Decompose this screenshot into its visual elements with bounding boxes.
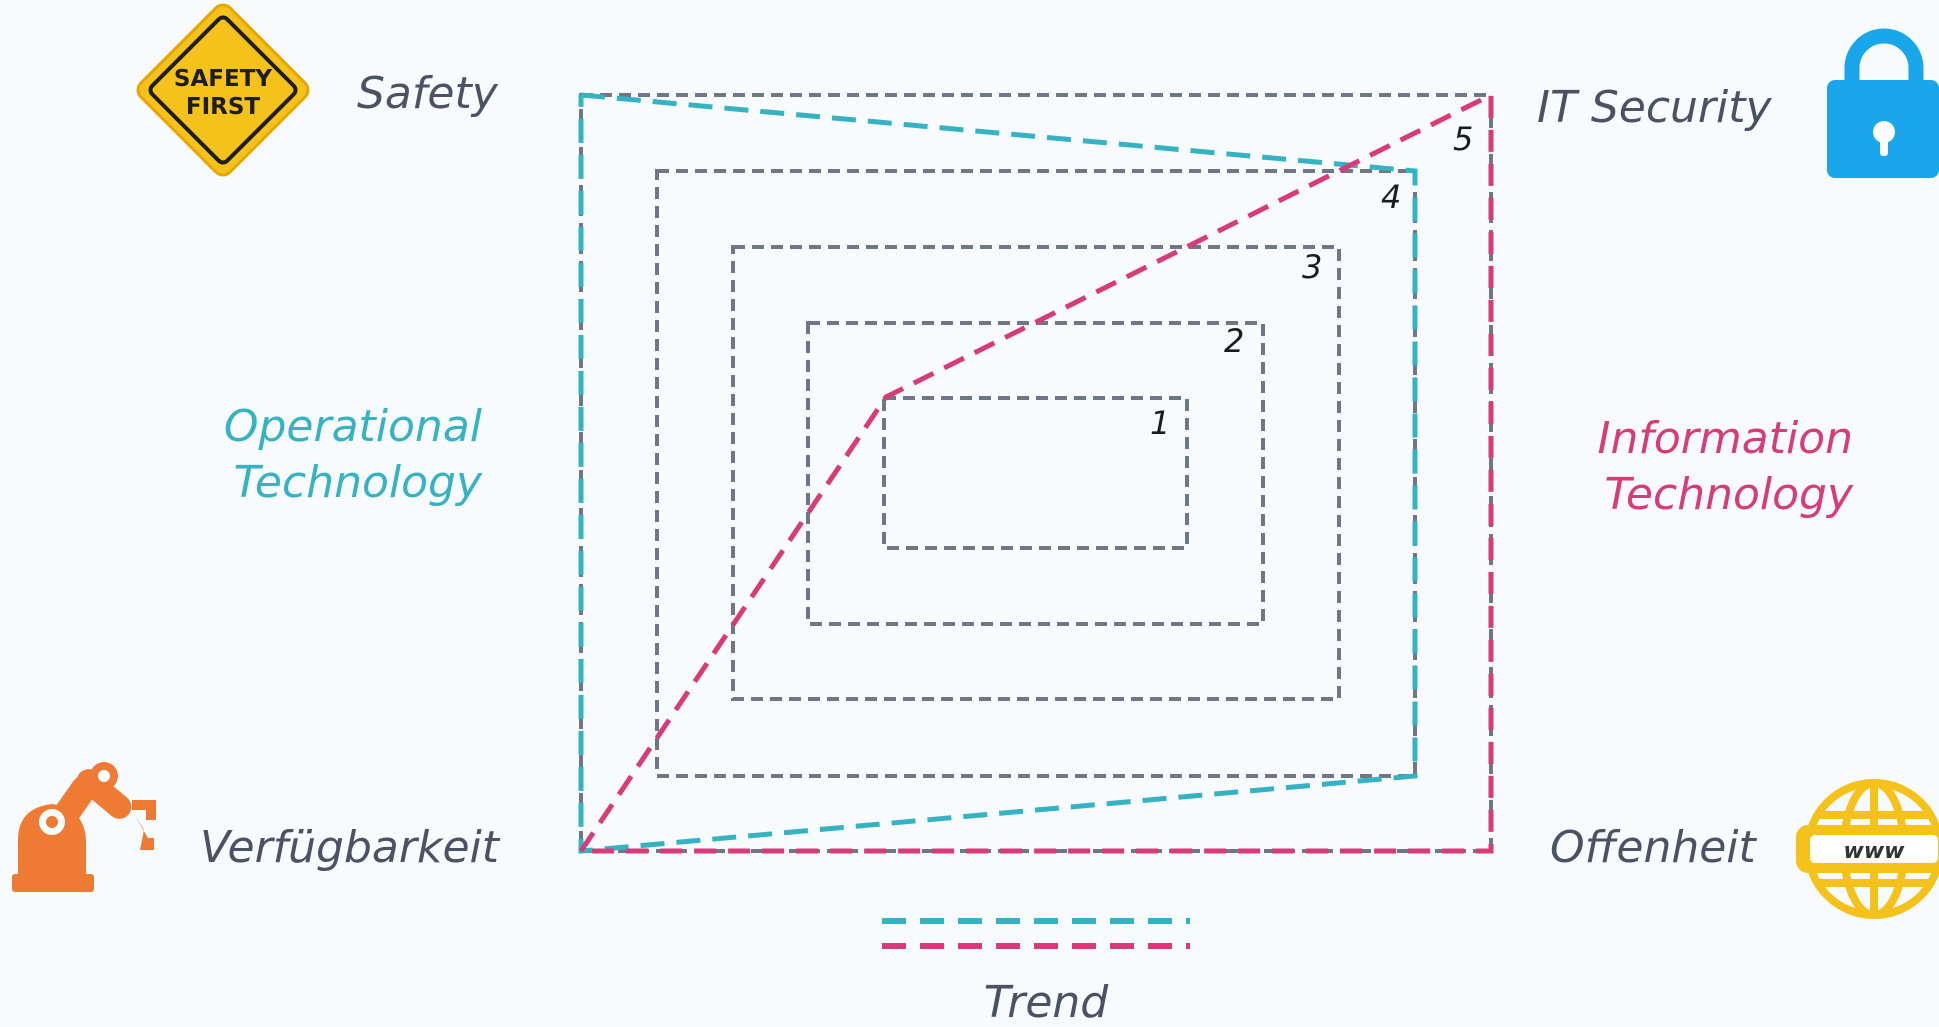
safety-sign-icon: SAFETY FIRST xyxy=(136,3,310,177)
side-label-information: Information xyxy=(1598,413,1853,464)
level-number-5: 5 xyxy=(1453,120,1473,158)
legend-label: Trend xyxy=(984,977,1110,1027)
robot-arm-icon xyxy=(12,762,156,892)
level-number-1: 1 xyxy=(1150,404,1170,442)
side-label-operational-technology: Technology xyxy=(233,457,482,508)
globe-www-text: www xyxy=(1844,839,1906,864)
level-numbers: 1 2 3 4 5 xyxy=(1150,120,1473,442)
safety-sign-text-1: SAFETY xyxy=(174,66,272,92)
corner-label-safety: Safety xyxy=(357,68,499,119)
safety-sign-text-2: FIRST xyxy=(186,94,261,120)
level-number-3: 3 xyxy=(1302,248,1322,286)
level-frames xyxy=(579,93,1493,853)
ot-trend-outline xyxy=(578,92,1418,854)
level-frame-1 xyxy=(882,396,1189,550)
level-number-4: 4 xyxy=(1381,178,1401,216)
corner-label-offenheit: Offenheit xyxy=(1550,822,1758,873)
level-frame-3 xyxy=(731,245,1341,701)
corner-label-it-security: IT Security xyxy=(1537,82,1772,133)
side-label-information-technology: Technology xyxy=(1604,469,1853,520)
side-label-operational: Operational xyxy=(224,401,483,452)
level-number-2: 2 xyxy=(1224,322,1244,360)
level-frame-4 xyxy=(655,169,1417,778)
corner-label-verfuegbarkeit: Verfügbarkeit xyxy=(200,822,501,873)
level-frame-2 xyxy=(806,321,1265,626)
lock-icon xyxy=(1827,28,1939,178)
level-frame-5 xyxy=(579,93,1493,853)
globe-www-icon xyxy=(1796,779,1939,919)
trend-legend: Trend xyxy=(882,918,1190,1027)
it-trend-outline xyxy=(578,90,1494,854)
